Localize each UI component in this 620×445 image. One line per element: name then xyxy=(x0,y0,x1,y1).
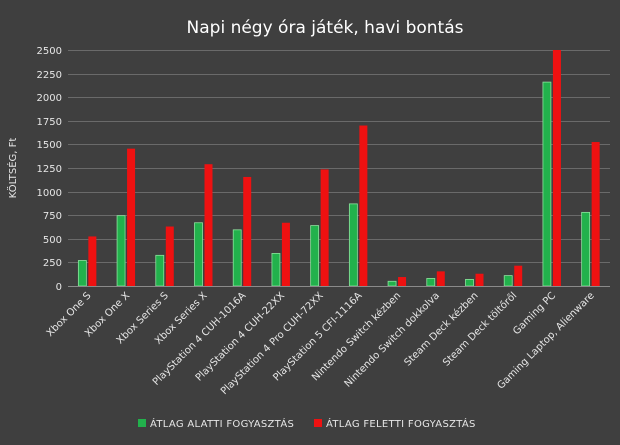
bar-above-average xyxy=(204,164,213,286)
bar-below-average xyxy=(116,215,126,287)
y-tick-label: 2500 xyxy=(37,46,62,57)
bar-above-average xyxy=(591,142,600,286)
bar-below-average xyxy=(194,222,203,287)
bar-above-average xyxy=(514,265,523,286)
y-tick-label: 2250 xyxy=(37,70,62,81)
bar-above-average xyxy=(398,277,407,286)
y-tick-label: 0 xyxy=(56,282,62,293)
y-tick-label: 250 xyxy=(43,258,62,269)
y-tick-label: 500 xyxy=(43,235,62,246)
x-tick-label: Steam Deck kézben xyxy=(402,290,481,369)
bar-above-average xyxy=(165,226,174,286)
bar-below-average xyxy=(348,203,358,287)
bar-below-average xyxy=(232,229,242,287)
y-tick-label: 1000 xyxy=(37,188,62,199)
x-tick-label: Steam Deck töltőről xyxy=(440,290,519,369)
bar-above-average xyxy=(436,271,445,286)
bar-above-average xyxy=(359,125,368,287)
y-tick-label: 1750 xyxy=(37,117,62,128)
bar-above-average xyxy=(88,236,97,286)
bar-below-average xyxy=(271,253,281,287)
gridlines xyxy=(68,50,610,263)
bar-below-average xyxy=(542,81,552,287)
bar-above-average xyxy=(475,273,484,286)
bar-below-average xyxy=(426,278,436,287)
bar-below-average xyxy=(310,225,320,287)
bar-below-average xyxy=(465,278,474,287)
bars xyxy=(77,50,600,287)
y-tick-label: 1500 xyxy=(37,140,62,151)
bar-below-average xyxy=(581,211,591,287)
bar-above-average xyxy=(281,222,290,286)
chart-title: Napi négy óra játék, havi bontás xyxy=(187,18,464,38)
y-axis-title: KÖLTSÉG, Ft xyxy=(6,138,19,199)
bar-above-average xyxy=(320,169,329,286)
bar-below-average xyxy=(77,260,87,287)
legend-swatch xyxy=(138,419,146,427)
y-tick-label: 1250 xyxy=(37,164,62,175)
bar-above-average xyxy=(127,148,136,286)
legend-label: ÁTLAG FELETTI FOGYASZTÁS xyxy=(326,417,476,430)
legend-swatch xyxy=(314,419,322,427)
y-axis-ticks: 0 250 500 750 1000 1250 1500 1750 2000 2250 2500 xyxy=(37,46,62,293)
legend: ÁTLAG ALATTI FOGYASZTÁS ÁTLAG FELETTI FOG… xyxy=(138,417,476,430)
bar-below-average xyxy=(503,275,513,287)
bar-above-average xyxy=(552,50,561,286)
bar-above-average xyxy=(243,176,252,286)
legend-label: ÁTLAG ALATTI FOGYASZTÁS xyxy=(150,417,294,430)
y-tick-label: 2000 xyxy=(37,93,62,104)
y-tick-label: 750 xyxy=(43,211,62,222)
bar-below-average xyxy=(387,280,397,287)
bar-below-average xyxy=(155,254,165,287)
